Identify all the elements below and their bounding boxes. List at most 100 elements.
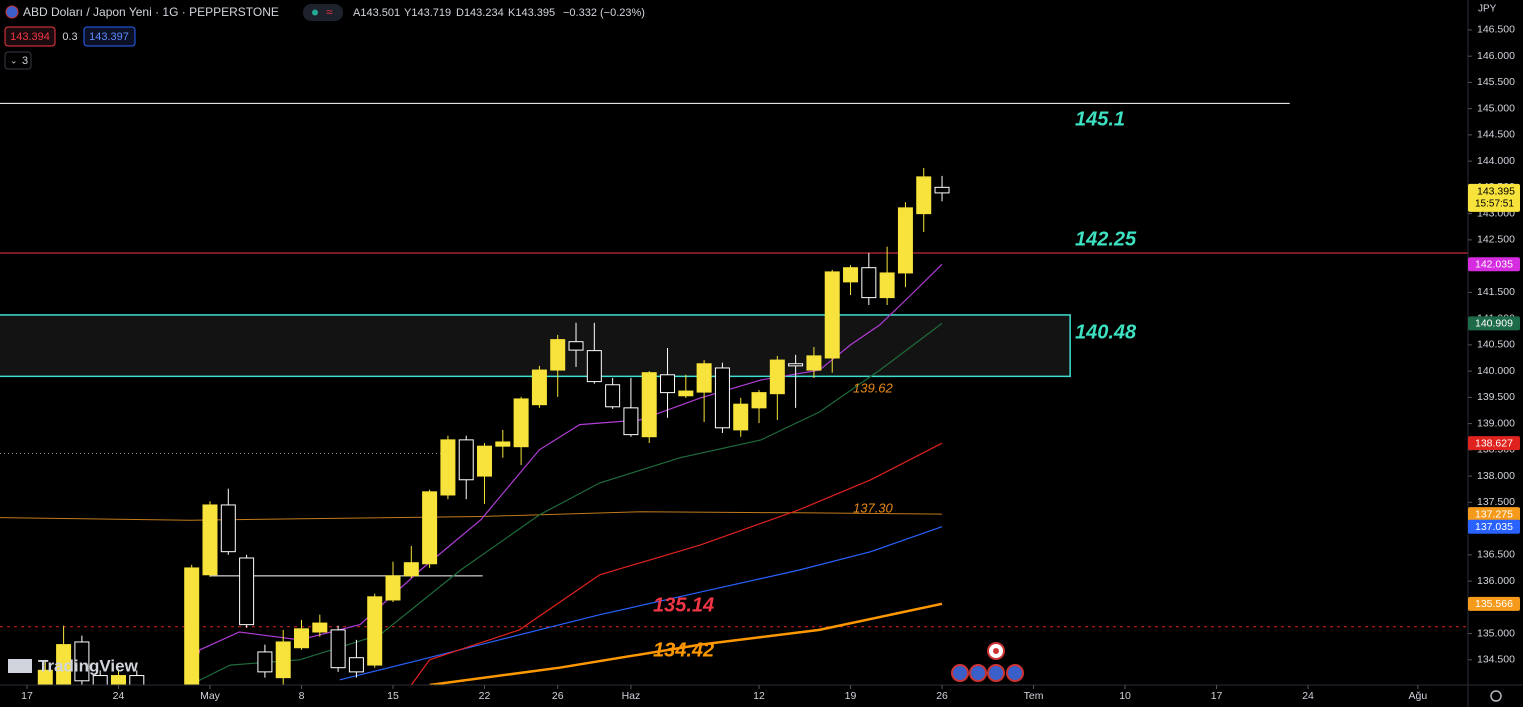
last-price-badge bbox=[1468, 183, 1520, 212]
candle-body bbox=[934, 186, 950, 194]
x-tick-label: 15 bbox=[387, 690, 399, 702]
candle-body bbox=[239, 557, 255, 626]
bid-box[interactable] bbox=[4, 26, 56, 47]
y-tick-label: 134.500 bbox=[1477, 654, 1515, 666]
candle-body bbox=[257, 651, 273, 673]
y-tick-label: 135.000 bbox=[1477, 627, 1515, 639]
currency[interactable]: JPY bbox=[1478, 4, 1497, 15]
settings-icon[interactable] bbox=[1490, 690, 1502, 702]
indicator-count: 3 bbox=[22, 55, 28, 67]
y-tick-label: 140.000 bbox=[1477, 365, 1515, 377]
plot-area: 145.1 142.25 140.48 139.62 137.30 135.14 134.4… bbox=[0, 102, 1468, 685]
y-tick-label: 139.500 bbox=[1477, 391, 1515, 403]
status-pill[interactable] bbox=[303, 4, 343, 21]
candle-body bbox=[916, 176, 932, 215]
zone bbox=[0, 314, 1071, 378]
ohlc-value: A143.501 bbox=[353, 7, 400, 19]
price-badge-label: 140.909 bbox=[1475, 318, 1513, 330]
event-icon[interactable] bbox=[987, 664, 1005, 682]
moving-average bbox=[189, 263, 943, 685]
y-tick-label: 145.000 bbox=[1477, 102, 1515, 114]
price-badge bbox=[1468, 257, 1520, 272]
candle-body bbox=[861, 267, 877, 299]
event-icon[interactable] bbox=[1006, 664, 1024, 682]
price-badge bbox=[1468, 436, 1520, 451]
ohlc-value: −0.332 (−0.23%) bbox=[563, 7, 645, 19]
candle-body bbox=[879, 272, 895, 299]
y-tick-label: 142.500 bbox=[1477, 234, 1515, 246]
candle-body bbox=[623, 407, 639, 436]
logo-mark bbox=[8, 659, 32, 673]
countdown: 15:57:51 bbox=[1475, 199, 1514, 210]
candle-body bbox=[824, 271, 840, 359]
candle-body bbox=[440, 439, 456, 496]
y-tick-label: 141.500 bbox=[1477, 286, 1515, 298]
price-badge-label: 137.035 bbox=[1475, 521, 1513, 533]
price-badge bbox=[1468, 507, 1520, 522]
y-tick-label: 140.500 bbox=[1477, 339, 1515, 351]
candle-body bbox=[733, 403, 749, 431]
candle-body bbox=[477, 445, 493, 477]
x-tick-label: 12 bbox=[753, 690, 765, 702]
x-tick-label: Haz bbox=[622, 690, 641, 702]
candle-body bbox=[184, 567, 200, 685]
last-price-label: 143.395 bbox=[1477, 186, 1515, 198]
candle-body bbox=[843, 267, 859, 283]
annotation: 145.1 bbox=[1075, 108, 1125, 130]
y-tick-label: 138.000 bbox=[1477, 470, 1515, 482]
y-tick-label: 144.500 bbox=[1477, 129, 1515, 141]
candle-body bbox=[586, 350, 602, 383]
event-icon[interactable] bbox=[951, 664, 969, 682]
price-badge-label: 137.275 bbox=[1475, 508, 1513, 520]
y-tick-label: 139.000 bbox=[1477, 417, 1515, 429]
candle-body bbox=[714, 367, 730, 429]
moving-average bbox=[429, 602, 943, 685]
event-icon[interactable] bbox=[969, 664, 987, 682]
candle-body bbox=[550, 339, 566, 371]
y-tick-label: 145.500 bbox=[1477, 76, 1515, 88]
candle-body bbox=[458, 439, 474, 481]
candle-body bbox=[220, 504, 236, 553]
candle-body bbox=[751, 392, 767, 409]
price-badge-label: 135.566 bbox=[1475, 598, 1513, 610]
x-tick-label: 24 bbox=[1302, 690, 1314, 702]
annotation: 140.48 bbox=[1075, 321, 1137, 343]
x-tick-label: May bbox=[200, 690, 221, 702]
ohlc-value: Y143.719 bbox=[404, 7, 451, 19]
candle-body bbox=[367, 596, 383, 666]
ohlc-legend: A143.501 Y143.719 D143.234 K143.395 −0.332 (… bbox=[353, 7, 645, 19]
price-badge-label: 138.627 bbox=[1475, 437, 1513, 449]
annotation: 135.14 bbox=[653, 594, 714, 616]
candle-body bbox=[348, 657, 364, 673]
chevron: ⌄ bbox=[10, 55, 18, 65]
candle-body bbox=[110, 675, 126, 685]
flag-icon bbox=[5, 5, 19, 19]
candle-body bbox=[92, 675, 108, 685]
candle-body bbox=[202, 504, 218, 576]
x-tick-label: 10 bbox=[1119, 690, 1131, 702]
price-badge-label: 142.035 bbox=[1475, 259, 1513, 271]
annotation: 142.25 bbox=[1075, 228, 1137, 250]
candle-body bbox=[696, 363, 712, 393]
x-tick-label: 26 bbox=[552, 690, 564, 702]
candle-body bbox=[788, 363, 804, 367]
ohlc-value: K143.395 bbox=[508, 7, 555, 19]
x-tick-label: Ağu bbox=[1409, 690, 1428, 702]
chart-title: ABD Doları / Japon Yeni · 1G · PEPPERSTO… bbox=[23, 5, 279, 19]
price-badge bbox=[1468, 519, 1520, 534]
candle-body bbox=[605, 384, 621, 408]
candle-body bbox=[897, 207, 913, 274]
moving-average bbox=[339, 526, 943, 681]
candle-body bbox=[294, 628, 310, 649]
ask-box[interactable] bbox=[83, 26, 136, 47]
ask-price: 143.397 bbox=[89, 31, 129, 43]
indicator-toggle[interactable] bbox=[4, 51, 32, 70]
annotation: 137.30 bbox=[853, 500, 894, 515]
candle-body bbox=[403, 562, 419, 577]
bid-price: 143.394 bbox=[10, 31, 50, 43]
x-tick-label: 26 bbox=[936, 690, 948, 702]
candle-body bbox=[422, 491, 438, 565]
annotation: 134.42 bbox=[653, 639, 714, 661]
candle-body bbox=[330, 629, 346, 669]
y-tick-label: 136.500 bbox=[1477, 549, 1515, 561]
